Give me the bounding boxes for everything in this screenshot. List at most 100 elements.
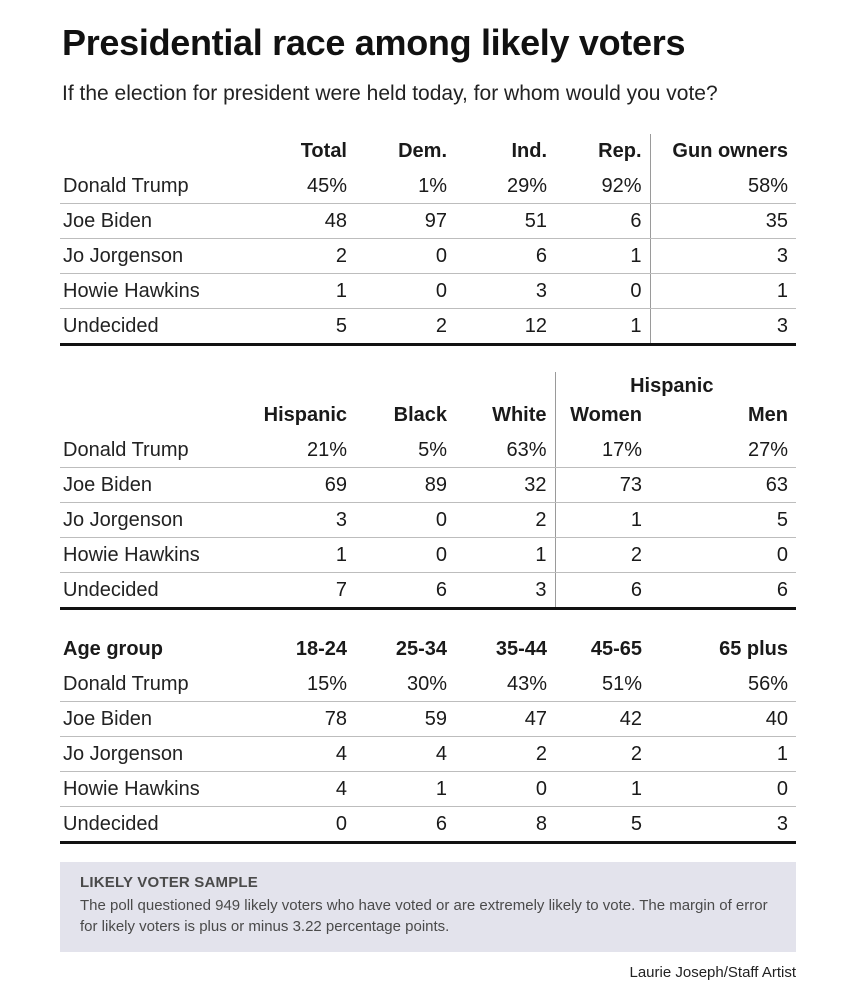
candidate-name: Undecided	[60, 806, 260, 844]
column-header: 25-34	[395, 638, 447, 660]
column-header: Black	[393, 404, 447, 426]
table-cell: 2	[260, 238, 355, 274]
table-super-header-row: Hispanic	[60, 372, 797, 398]
table-row: Donald Trump 21% 5% 63% 17% 27%	[60, 433, 797, 468]
column-header	[60, 398, 260, 433]
table-cell: 3	[455, 572, 555, 610]
table-cell: 0	[455, 771, 555, 807]
table-cell: 42	[555, 701, 650, 737]
column-header: Ind.	[511, 140, 547, 162]
table-cell: 58%	[649, 169, 796, 204]
table-cell: 2	[455, 502, 555, 538]
table-cell: 0	[650, 771, 796, 807]
candidate-name: Jo Jorgenson	[60, 238, 260, 274]
table-cell: 1%	[355, 169, 455, 204]
table-cell: 47	[455, 701, 555, 737]
table-cell: 3	[260, 502, 355, 538]
column-header: Men	[748, 404, 789, 426]
table-cell: 97	[355, 203, 455, 239]
sample-note-heading: LIKELY VOTER SAMPLE	[80, 874, 258, 891]
table-cell: 1	[555, 308, 650, 346]
table-cell: 27%	[650, 433, 797, 468]
table-cell: 35	[649, 203, 796, 239]
table-cell: 92%	[555, 169, 650, 204]
column-header: Age group	[63, 638, 163, 660]
table-cell: 0	[355, 273, 455, 309]
table-cell: 4	[260, 736, 355, 772]
column-header: Rep.	[598, 140, 642, 162]
candidate-name: Donald Trump	[60, 433, 260, 468]
column-header: Total	[300, 140, 347, 162]
table-cell: 6	[555, 203, 650, 239]
table-row: Howie Hawkins 1 0 1 2 0	[60, 537, 797, 573]
table-cell: 0	[355, 502, 455, 538]
table-cell: 17%	[554, 433, 650, 468]
column-header: White	[492, 404, 547, 426]
table-cell: 0	[260, 806, 355, 844]
table-cell: 7	[260, 572, 355, 610]
table-row: Jo Jorgenson 4 4 2 2 1	[60, 736, 796, 772]
table-header-row: Hispanic Black White Women Men	[60, 398, 796, 433]
table-cell: 4	[260, 771, 355, 807]
table-cell: 21%	[260, 433, 355, 468]
column-header: 35-44	[495, 638, 547, 660]
table-row: Jo Jorgenson 2 0 6 1 3	[60, 238, 796, 274]
candidate-name: Jo Jorgenson	[60, 736, 260, 772]
table-cell: 3	[650, 806, 796, 844]
table-cell: 2	[555, 736, 650, 772]
table-cell: 6	[650, 572, 797, 610]
table-cell: 1	[649, 273, 796, 309]
candidate-name: Undecided	[60, 308, 260, 346]
age-table: Age group 18-24 25-34 35-44 45-65 65 plu…	[60, 632, 796, 844]
table-row: Howie Hawkins 4 1 0 1 0	[60, 771, 796, 807]
table-cell: 32	[455, 467, 555, 503]
candidate-name: Jo Jorgenson	[60, 502, 260, 538]
table-cell: 1	[650, 736, 796, 772]
table-cell: 5	[260, 308, 355, 346]
table-cell: 3	[455, 273, 555, 309]
table-cell: 0	[650, 537, 797, 573]
table-cell: 1	[355, 771, 455, 807]
column-header: Hispanic	[263, 404, 347, 426]
candidate-name: Joe Biden	[60, 203, 260, 239]
table-cell: 4	[355, 736, 455, 772]
table-cell: 48	[260, 203, 355, 239]
table-cell: 6	[355, 806, 455, 844]
table-cell: 1	[260, 537, 355, 573]
table-header-row: Total Dem. Ind. Rep. Gun owners	[60, 134, 796, 169]
table-row: Howie Hawkins 1 0 3 0 1	[60, 273, 796, 309]
table-cell: 6	[455, 238, 555, 274]
table-cell: 43%	[455, 667, 555, 702]
table-cell: 45%	[260, 169, 355, 204]
table-cell: 1	[555, 238, 650, 274]
candidate-name: Howie Hawkins	[60, 771, 260, 807]
table-row: Undecided 0 6 8 5 3	[60, 806, 796, 844]
candidate-name: Donald Trump	[60, 169, 260, 204]
group-header: Hispanic	[554, 372, 797, 398]
column-header: Dem.	[398, 140, 447, 162]
column-header: 65 plus	[719, 638, 788, 660]
table-cell: 1	[260, 273, 355, 309]
table-cell: 2	[355, 308, 455, 346]
table-cell: 59	[355, 701, 455, 737]
table-cell: 15%	[260, 667, 355, 702]
question-subtitle: If the election for president were held …	[62, 82, 718, 105]
table-cell: 6	[355, 572, 455, 610]
table-cell: 51%	[555, 667, 650, 702]
table-cell: 1	[554, 502, 650, 538]
column-header	[60, 134, 260, 169]
party-table: Total Dem. Ind. Rep. Gun owners Donald T…	[60, 134, 796, 346]
table-cell: 40	[650, 701, 796, 737]
table-cell: 1	[455, 537, 555, 573]
table-row: Joe Biden 48 97 51 6 35	[60, 203, 796, 239]
table-cell: 8	[455, 806, 555, 844]
table-cell: 3	[649, 308, 796, 346]
table-cell: 69	[260, 467, 355, 503]
candidate-name: Howie Hawkins	[60, 537, 260, 573]
table-cell: 0	[355, 537, 455, 573]
table-header-row: Age group 18-24 25-34 35-44 45-65 65 plu…	[60, 632, 796, 667]
sample-note-body: The poll questioned 949 likely voters wh…	[80, 897, 768, 935]
column-header: Gun owners	[649, 134, 796, 169]
table-row: Joe Biden 69 89 32 73 63	[60, 467, 797, 503]
